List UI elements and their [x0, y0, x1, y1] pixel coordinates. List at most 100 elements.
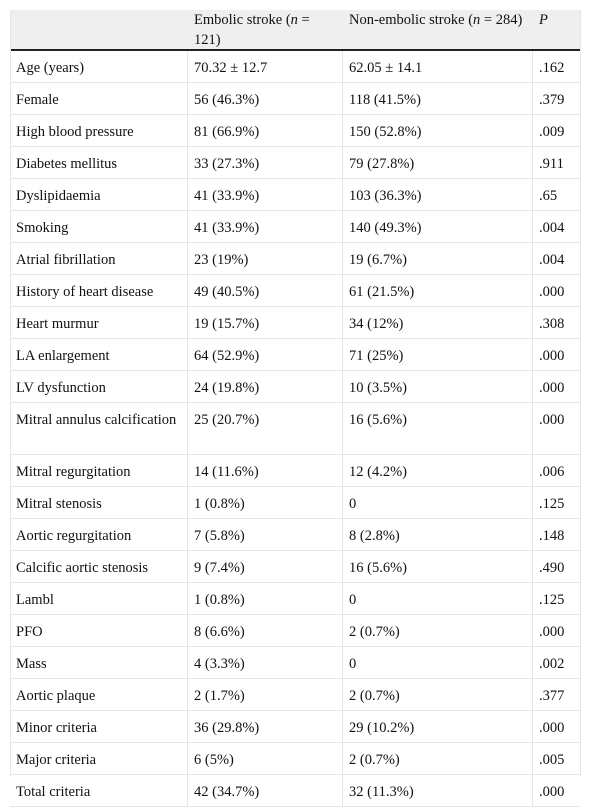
nonembolic-value-cell: 2 (0.7%) — [343, 615, 533, 646]
p-value-cell: .65 — [539, 188, 558, 204]
table-row: History of heart disease 49 (40.5%) 61 (21… — [10, 275, 580, 307]
row-label-cell: Mass — [10, 647, 188, 678]
table-row: Dyslipidaemia 41 (33.9%) 103 (36.3%) .65 — [10, 179, 580, 211]
header-p-value: P — [533, 10, 580, 49]
embolic-value-cell: 70.32 ± 12.7 — [188, 51, 343, 82]
header-embolic-prefix: Embolic stroke ( — [194, 12, 291, 28]
nonembolic-value-cell: 62.05 ± 14.1 — [343, 51, 533, 82]
table-row: Aortic regurgitation 7 (5.8%) 8 (2.8%) .148 — [10, 519, 580, 551]
embolic-value-cell: 33 (27.3%) — [188, 147, 343, 178]
table-row: LV dysfunction 24 (19.8%) 10 (3.5%) .000 — [10, 371, 580, 403]
row-label-cell: Atrial fibrillation — [10, 243, 188, 274]
table-row: Mitral stenosis 1 (0.8%) 0 .125 — [10, 487, 580, 519]
row-label-cell: LV dysfunction — [10, 371, 188, 402]
row-label-cell: Mitral annulus calcification — [10, 403, 188, 454]
row-label-cell: PFO — [10, 615, 188, 646]
table-row: Aortic plaque 2 (1.7%) 2 (0.7%) .377 — [10, 679, 580, 711]
nonembolic-value-cell: 0 — [343, 487, 533, 518]
nonembolic-value-cell: 32 (11.3%) — [343, 775, 533, 806]
p-value-cell: .009 — [539, 124, 565, 140]
table-row: Mass 4 (3.3%) 0 .002 — [10, 647, 580, 679]
nonembolic-value-cell: 2 (0.7%) — [343, 679, 533, 710]
header-empty-cell — [10, 10, 188, 49]
p-value-cell: .000 — [539, 412, 565, 428]
embolic-value-cell: 19 (15.7%) — [188, 307, 343, 338]
embolic-value-cell: 4 (3.3%) — [188, 647, 343, 678]
embolic-value-cell: 14 (11.6%) — [188, 455, 343, 486]
table-row: Calcific aortic stenosis 9 (7.4%) 16 (5.6%… — [10, 551, 580, 583]
p-value-cell: .000 — [539, 348, 565, 364]
p-value-cell: .162 — [539, 60, 565, 76]
header-nonembolic-suffix: = 284) — [480, 12, 523, 28]
embolic-value-cell: 1 (0.8%) — [188, 583, 343, 614]
table-row: Diabetes mellitus 33 (27.3%) 79 (27.8%) .91… — [10, 147, 580, 179]
table-row: Major criteria 6 (5%) 2 (0.7%) .005 — [10, 743, 580, 775]
p-value-cell: .002 — [539, 656, 565, 672]
nonembolic-value-cell: 103 (36.3%) — [343, 179, 533, 210]
nonembolic-value-cell: 12 (4.2%) — [343, 455, 533, 486]
embolic-value-cell: 23 (19%) — [188, 243, 343, 274]
header-embolic-stroke: Embolic stroke (n = 121) — [188, 10, 343, 49]
row-label-cell: Dyslipidaemia — [10, 179, 188, 210]
row-label-cell: Diabetes mellitus — [10, 147, 188, 178]
nonembolic-value-cell: 0 — [343, 583, 533, 614]
p-value-cell: .125 — [539, 592, 565, 608]
embolic-value-cell: 24 (19.8%) — [188, 371, 343, 402]
row-label-cell: Mitral regurgitation — [10, 455, 188, 486]
table-row: Total criteria 42 (34.7%) 32 (11.3%) .000 — [10, 775, 580, 807]
header-embolic-suffix: = 121) — [194, 12, 310, 48]
p-value-cell: .000 — [539, 784, 565, 800]
row-label-cell: LA enlargement — [10, 339, 188, 370]
row-label-cell: Aortic regurgitation — [10, 519, 188, 550]
row-label-cell: Minor criteria — [10, 711, 188, 742]
p-value-cell: .308 — [539, 316, 565, 332]
p-value-cell: .006 — [539, 464, 565, 480]
p-value-cell: .377 — [539, 688, 565, 704]
p-value-cell: .911 — [539, 156, 564, 172]
nonembolic-value-cell: 34 (12%) — [343, 307, 533, 338]
p-value-cell: .000 — [539, 624, 565, 640]
table-row: Mitral annulus calcification 25 (20.7%) 16… — [10, 403, 580, 455]
table-row: Atrial fibrillation 23 (19%) 19 (6.7%) .004 — [10, 243, 580, 275]
embolic-value-cell: 81 (66.9%) — [188, 115, 343, 146]
row-label-cell: Aortic plaque — [10, 679, 188, 710]
embolic-value-cell: 6 (5%) — [188, 743, 343, 774]
row-label-cell: Lambl — [10, 583, 188, 614]
header-non-embolic-stroke: Non-embolic stroke (n = 284) — [343, 10, 533, 49]
p-value-cell: .000 — [539, 720, 565, 736]
nonembolic-value-cell: 150 (52.8%) — [343, 115, 533, 146]
embolic-value-cell: 1 (0.8%) — [188, 487, 343, 518]
p-value-cell: .000 — [539, 380, 565, 396]
embolic-value-cell: 41 (33.9%) — [188, 179, 343, 210]
table-row: LA enlargement 64 (52.9%) 71 (25%) .000 — [10, 339, 580, 371]
row-label-cell: History of heart disease — [10, 275, 188, 306]
embolic-value-cell: 2 (1.7%) — [188, 679, 343, 710]
nonembolic-value-cell: 19 (6.7%) — [343, 243, 533, 274]
table-row: PFO 8 (6.6%) 2 (0.7%) .000 — [10, 615, 580, 647]
nonembolic-value-cell: 79 (27.8%) — [343, 147, 533, 178]
p-value-cell: .005 — [539, 752, 565, 768]
row-label-cell: High blood pressure — [10, 115, 188, 146]
row-label-cell: Heart murmur — [10, 307, 188, 338]
nonembolic-value-cell: 0 — [343, 647, 533, 678]
header-nonembolic-n: n — [473, 12, 481, 28]
p-value-cell: .004 — [539, 220, 565, 236]
nonembolic-value-cell: 8 (2.8%) — [343, 519, 533, 550]
table-row: Age (years) 70.32 ± 12.7 62.05 ± 14.1 .162 — [10, 51, 580, 83]
embolic-value-cell: 36 (29.8%) — [188, 711, 343, 742]
table-row: High blood pressure 81 (66.9%) 150 (52.8%)… — [10, 115, 580, 147]
p-value-cell: .000 — [539, 284, 565, 300]
nonembolic-value-cell: 16 (5.6%) — [343, 403, 533, 454]
embolic-value-cell: 64 (52.9%) — [188, 339, 343, 370]
data-table: Embolic stroke (n = 121) Non-embolic str… — [10, 10, 580, 807]
embolic-value-cell: 9 (7.4%) — [188, 551, 343, 582]
nonembolic-value-cell: 61 (21.5%) — [343, 275, 533, 306]
table-header-row: Embolic stroke (n = 121) Non-embolic str… — [10, 10, 580, 51]
embolic-value-cell: 56 (46.3%) — [188, 83, 343, 114]
row-label-cell: Smoking — [10, 211, 188, 242]
p-value-cell: .004 — [539, 252, 565, 268]
nonembolic-value-cell: 2 (0.7%) — [343, 743, 533, 774]
nonembolic-value-cell: 16 (5.6%) — [343, 551, 533, 582]
p-value-cell: .148 — [539, 528, 565, 544]
nonembolic-value-cell: 118 (41.5%) — [343, 83, 533, 114]
